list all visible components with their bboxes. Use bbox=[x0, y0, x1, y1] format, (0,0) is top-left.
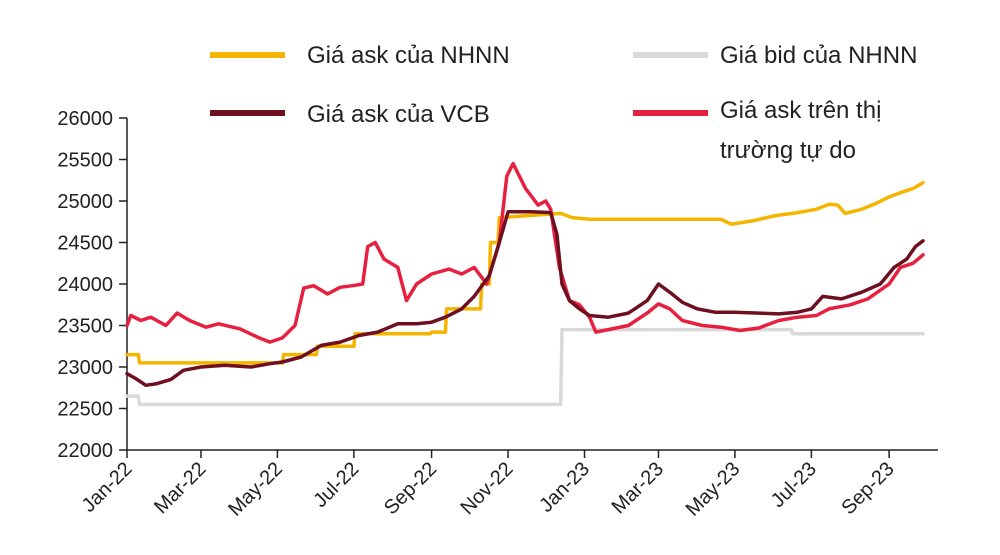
x-tick-label: Jan-22 bbox=[78, 458, 137, 517]
x-tick-label: May-23 bbox=[682, 458, 745, 521]
series-layer bbox=[125, 161, 925, 407]
chart-legend: Giá ask của NHNN Giá bid của NHNN Giá as… bbox=[210, 42, 917, 164]
y-tick-label: 24000 bbox=[57, 274, 113, 296]
y-tick-label: 24500 bbox=[57, 233, 113, 255]
y-tick-label: 23000 bbox=[57, 357, 113, 379]
series-line-nhnn-bid bbox=[125, 327, 925, 407]
x-tick-label: Sep-23 bbox=[837, 458, 898, 519]
legend-label-vcb-ask: Giá ask của VCB bbox=[307, 101, 490, 128]
x-tick-label: Jul-22 bbox=[309, 458, 363, 512]
y-tick-label: 22500 bbox=[57, 399, 113, 421]
y-tick-label: 25500 bbox=[57, 150, 113, 172]
y-axis-ticks: 22000 22500 23000 23500 24000 24500 25000 25500… bbox=[57, 108, 127, 462]
x-tick-label: Mar-22 bbox=[150, 458, 210, 518]
y-tick-label: 23500 bbox=[57, 316, 113, 338]
legend-label-free-market-ask: Giá ask trên thị trường tự do bbox=[720, 97, 881, 164]
x-tick-label: Nov-22 bbox=[456, 458, 517, 519]
legend-item-vcb-ask: Giá ask của VCB bbox=[210, 101, 490, 128]
x-tick-label: Sep-22 bbox=[380, 458, 441, 519]
x-tick-label: Mar-23 bbox=[608, 458, 668, 518]
x-axis-ticks: Jan-22 Mar-22 May-22 Jul-22 Sep-22 Nov-22 Jan-… bbox=[78, 450, 899, 521]
y-tick-label: 25000 bbox=[57, 191, 113, 213]
legend-label-nhnn-ask: Giá ask của NHNN bbox=[307, 42, 510, 69]
x-tick-label: Jan-23 bbox=[535, 458, 594, 517]
legend-label-line: trường tự do bbox=[720, 137, 856, 164]
series-line-free-market-ask bbox=[125, 161, 925, 344]
legend-label-line: Giá ask trên thị bbox=[720, 97, 881, 124]
series-line-nhnn-ask bbox=[125, 180, 925, 365]
x-tick-label: May-22 bbox=[224, 458, 287, 521]
legend-item-nhnn-bid: Giá bid của NHNN bbox=[633, 42, 917, 69]
legend-item-free-market-ask: Giá ask trên thị trường tự do bbox=[633, 97, 881, 164]
y-tick-label: 26000 bbox=[57, 108, 113, 130]
legend-item-nhnn-ask: Giá ask của NHNN bbox=[210, 42, 510, 69]
y-tick-label: 22000 bbox=[57, 440, 113, 462]
legend-label-nhnn-bid: Giá bid của NHNN bbox=[720, 42, 917, 69]
x-tick-label: Jul-23 bbox=[767, 458, 821, 512]
series-line-vcb-ask bbox=[125, 210, 925, 388]
